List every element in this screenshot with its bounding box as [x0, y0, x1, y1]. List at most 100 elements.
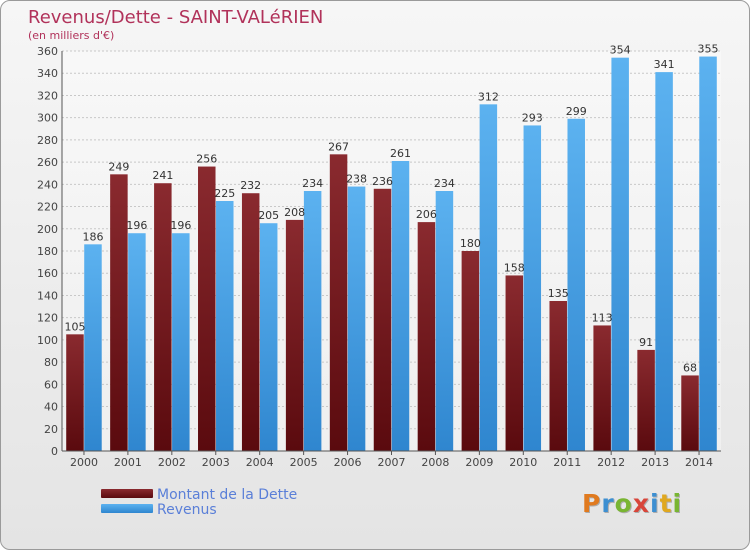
y-tick-label: 100	[37, 334, 58, 347]
y-tick-label: 320	[37, 89, 58, 102]
data-label: 312	[478, 90, 499, 103]
y-tick-label: 80	[44, 356, 58, 369]
x-tick-label: 2014	[685, 456, 713, 469]
x-tick-label: 2010	[509, 456, 537, 469]
y-tick-label: 200	[37, 223, 58, 236]
data-label: 267	[328, 140, 349, 153]
bar-revenus	[479, 104, 498, 451]
y-tick-label: 140	[37, 289, 58, 302]
data-label: 241	[152, 169, 173, 182]
legend-label-revenus: Revenus	[157, 502, 217, 518]
bar-revenus	[128, 233, 146, 451]
bar-dette	[681, 375, 699, 451]
bar-dette	[329, 154, 348, 452]
chart-subtitle: (en milliers d'€)	[28, 29, 115, 42]
bar-revenus	[84, 244, 102, 451]
x-tick-label: 2004	[246, 456, 274, 469]
data-label: 355	[698, 43, 719, 56]
data-label: 135	[548, 287, 569, 300]
bar-revenus	[699, 56, 717, 452]
y-tick-label: 160	[37, 267, 58, 280]
x-tick-label: 2007	[378, 456, 406, 469]
data-label: 105	[64, 320, 85, 333]
bar-dette	[285, 219, 304, 451]
bar-dette	[66, 334, 84, 451]
bar-revenus	[216, 201, 234, 451]
bar-revenus	[435, 191, 454, 451]
data-label: 158	[504, 261, 525, 274]
data-label: 113	[592, 311, 613, 324]
logo-letter: i	[650, 489, 660, 518]
bar-dette	[549, 301, 567, 451]
data-label: 225	[214, 187, 235, 200]
logo-letter: P	[582, 489, 602, 518]
x-tick-label: 2012	[597, 456, 625, 469]
data-label: 196	[126, 219, 147, 232]
y-tick-label: 360	[37, 45, 58, 58]
bar-dette	[241, 193, 260, 451]
bar-revenus	[567, 118, 585, 452]
data-label: 196	[170, 219, 191, 232]
y-tick-label: 40	[44, 401, 58, 414]
data-label: 236	[372, 175, 393, 188]
data-label: 299	[566, 105, 587, 118]
bar-dette	[637, 349, 655, 451]
legend-label-dette: Montant de la Dette	[157, 487, 298, 503]
y-tick-label: 240	[37, 178, 58, 191]
y-tick-label: 260	[37, 156, 58, 169]
x-tick-label: 2008	[421, 456, 449, 469]
bar-dette	[593, 325, 611, 451]
bar-dette	[461, 251, 480, 451]
data-label: 208	[284, 206, 305, 219]
proxiti-logo: Proxiti	[582, 489, 682, 518]
x-tick-label: 2009	[465, 456, 493, 469]
data-label: 234	[434, 177, 455, 190]
data-label: 238	[346, 173, 367, 186]
y-tick-label: 220	[37, 201, 58, 214]
x-tick-label: 2000	[70, 456, 98, 469]
logo-letter: x	[632, 489, 650, 518]
data-label: 341	[654, 58, 675, 71]
y-tick-label: 180	[37, 245, 58, 258]
data-label: 205	[258, 209, 279, 222]
bar-dette	[110, 174, 128, 452]
logo-letter: o	[614, 489, 633, 518]
x-tick-label: 2006	[334, 456, 362, 469]
bar-revenus	[303, 191, 322, 451]
bar-revenus	[611, 57, 629, 452]
bar-revenus	[655, 72, 673, 451]
data-label: 91	[639, 336, 653, 349]
data-label: 256	[196, 153, 217, 166]
bar-dette	[198, 166, 216, 452]
data-label: 293	[522, 111, 543, 124]
x-tick-label: 2002	[158, 456, 186, 469]
y-tick-label: 280	[37, 134, 58, 147]
x-tick-label: 2011	[553, 456, 581, 469]
y-tick-label: 60	[44, 378, 58, 391]
logo-letter: t	[659, 489, 673, 518]
x-tick-label: 2005	[290, 456, 318, 469]
x-tick-label: 2001	[114, 456, 142, 469]
bar-revenus	[391, 161, 410, 451]
data-label: 234	[302, 177, 323, 190]
data-label: 261	[390, 147, 411, 160]
chart-title: Revenus/Dette - SAINT-VALéRIEN	[28, 7, 324, 28]
bar-dette	[505, 275, 524, 451]
y-tick-label: 120	[37, 312, 58, 325]
data-label: 249	[108, 160, 129, 173]
x-tick-label: 2013	[641, 456, 669, 469]
x-tick-label: 2003	[202, 456, 230, 469]
y-tick-label: 20	[44, 423, 58, 436]
data-label: 180	[460, 237, 481, 250]
y-tick-label: 0	[51, 445, 58, 458]
legend-swatch-dette	[101, 489, 153, 498]
bar-dette	[417, 222, 436, 451]
logo-letter: i	[672, 489, 683, 518]
bar-revenus	[347, 186, 366, 452]
bar-revenus	[259, 223, 278, 451]
data-label: 68	[683, 361, 697, 374]
logo-letter: r	[601, 489, 615, 518]
y-tick-label: 340	[37, 67, 58, 80]
